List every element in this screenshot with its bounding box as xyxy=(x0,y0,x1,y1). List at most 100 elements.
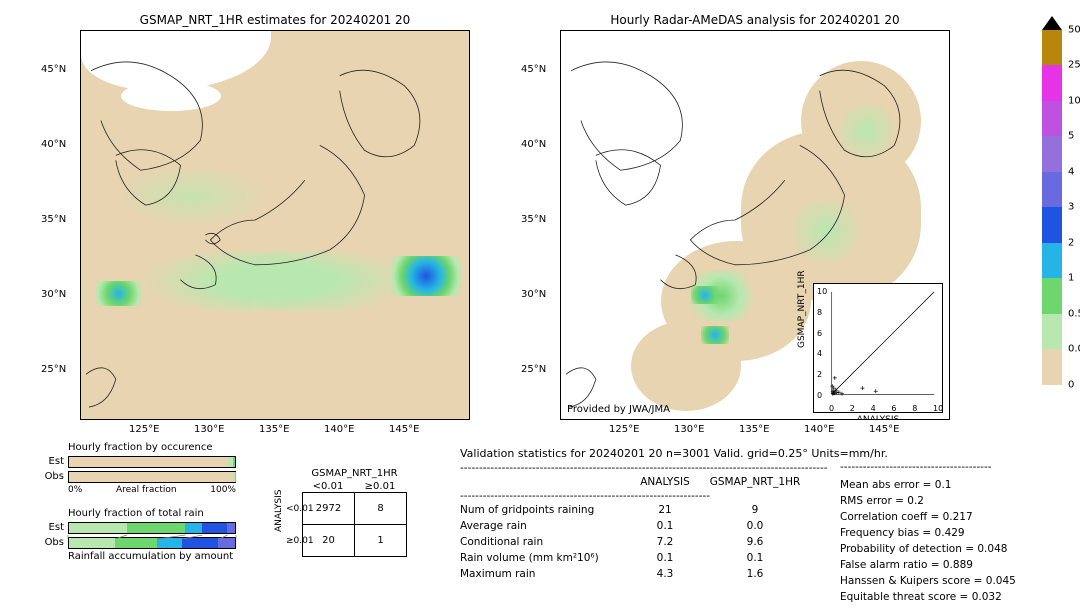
score-value: 0.048 xyxy=(974,543,1007,555)
score-value: 0.045 xyxy=(982,575,1015,587)
inset-tick: 0 xyxy=(817,391,822,400)
score-row: RMS error = 0.2 xyxy=(840,493,1016,509)
contingency-table: GSMAP_NRT_1HR <0.01 ≥0.01 ANALYSIS <0.01… xyxy=(272,468,407,557)
stat-value: 9 xyxy=(700,504,810,516)
bar-segment xyxy=(182,538,219,548)
xtick-label: 145°E xyxy=(389,424,419,435)
stat-name: Maximum rain xyxy=(460,568,630,580)
bar-segment xyxy=(69,472,233,482)
stat-name: Average rain xyxy=(460,520,630,532)
stat-name: Rain volume (mm km²10⁶) xyxy=(460,552,630,564)
inset-tick: 2 xyxy=(850,404,855,413)
axis-label: Areal fraction xyxy=(116,485,177,495)
ytick-label: 30°N xyxy=(41,289,66,300)
inset-tick: 4 xyxy=(817,349,822,358)
colorbar-tick: 10 xyxy=(1068,95,1080,106)
bar-segment xyxy=(115,538,157,548)
colorbar: 502510543210.50.010 xyxy=(1042,30,1062,420)
colorbar-tick: 3 xyxy=(1068,202,1074,213)
inset-tick: 6 xyxy=(891,404,896,413)
stat-value: 4.3 xyxy=(630,568,700,580)
colorbar-segment xyxy=(1042,385,1062,420)
ct-cell: 8 xyxy=(355,493,407,525)
bar-row: Est xyxy=(40,455,250,468)
section-title: Hourly fraction by occurence xyxy=(68,442,250,453)
stats-header: GSMAP_NRT_1HR xyxy=(700,476,810,488)
inset-tick: 0 xyxy=(829,404,834,413)
score-row: Correlation coeff = 0.217 xyxy=(840,509,1016,525)
bar-row: Est xyxy=(40,521,250,534)
colorbar-segment xyxy=(1042,278,1062,313)
bar-segment xyxy=(157,538,182,548)
colorbar-segment xyxy=(1042,349,1062,384)
score-value: 0.2 xyxy=(904,495,924,507)
ytick-label: 35°N xyxy=(521,214,546,225)
ct-cell: 2972 xyxy=(303,493,355,525)
stat-value: 1.6 xyxy=(700,568,810,580)
provided-by-label: Provided by JWA/JMA xyxy=(567,404,670,415)
stat-value: 0.1 xyxy=(700,552,810,564)
hourly-fraction-total: Hourly fraction of total rain EstObs Rai… xyxy=(40,508,250,564)
bar-track xyxy=(68,522,236,534)
xtick-label: 140°E xyxy=(804,424,834,435)
bar-segment xyxy=(218,538,235,548)
bar-track xyxy=(68,471,236,483)
colorbar-segment xyxy=(1042,243,1062,278)
ct-col-header: GSMAP_NRT_1HR xyxy=(302,468,407,479)
axis-tick: 100% xyxy=(210,485,236,495)
stat-name: Num of gridpoints raining xyxy=(460,504,630,516)
ct-row: ≥0.01 xyxy=(286,525,302,557)
score-value: 0.032 xyxy=(968,591,1001,603)
bar-row-label: Obs xyxy=(40,537,68,548)
ytick-label: 40°N xyxy=(521,139,546,150)
stat-value: 9.6 xyxy=(700,536,810,548)
score-row: Mean abs error = 0.1 xyxy=(840,477,1016,493)
inset-scatter: ANALYSIS GSMAP_NRT_1HR 00224466881010 xyxy=(813,283,943,413)
ct-cell: 20 xyxy=(303,525,355,557)
left-map-title: GSMAP_NRT_1HR estimates for 20240201 20 xyxy=(81,13,469,27)
ct-cell: 1 xyxy=(355,525,407,557)
score-name: Hanssen & Kuipers score = xyxy=(840,575,982,587)
ytick-label: 25°N xyxy=(521,364,546,375)
right-map-title: Hourly Radar-AMeDAS analysis for 2024020… xyxy=(561,13,949,27)
score-name: False alarm ratio = xyxy=(840,559,940,571)
xtick-label: 135°E xyxy=(739,424,769,435)
stat-value: 0.1 xyxy=(630,552,700,564)
ct-col: <0.01 xyxy=(302,481,354,492)
xtick-label: 140°E xyxy=(324,424,354,435)
score-name: Probability of detection = xyxy=(840,543,974,555)
bar-segment xyxy=(233,457,235,467)
inset-xlabel: ANALYSIS xyxy=(814,415,942,419)
colorbar-segment xyxy=(1042,65,1062,100)
inset-tick: 10 xyxy=(817,287,827,296)
bar-row-label: Obs xyxy=(40,471,68,482)
right-map: Hourly Radar-AMeDAS analysis for 2024020… xyxy=(560,30,950,420)
ytick-label: 45°N xyxy=(41,64,66,75)
inset-tick: 2 xyxy=(817,370,822,379)
colorbar-segment xyxy=(1042,314,1062,349)
stat-value: 0.0 xyxy=(700,520,810,532)
colorbar-segment xyxy=(1042,101,1062,136)
xtick-label: 130°E xyxy=(194,424,224,435)
score-name: Equitable threat score = xyxy=(840,591,968,603)
score-value: 0.1 xyxy=(931,479,951,491)
score-value: 0.217 xyxy=(939,511,972,523)
axis-tick: 0% xyxy=(68,485,82,495)
ytick-label: 45°N xyxy=(521,64,546,75)
bar-track xyxy=(68,537,236,549)
colorbar-segment xyxy=(1042,30,1062,65)
bar-row-label: Est xyxy=(40,456,68,467)
bar-segment xyxy=(69,523,127,533)
right-map-area: Provided by JWA/JMA ANALYSIS GSMAP_NRT_1… xyxy=(561,31,949,419)
bar-segment xyxy=(69,457,228,467)
section-footer: Rainfall accumulation by amount xyxy=(68,551,250,562)
ct-row-header: ANALYSIS xyxy=(274,518,284,532)
score-row: False alarm ratio = 0.889 xyxy=(840,557,1016,573)
stats-header: ANALYSIS xyxy=(630,476,700,488)
dash-line: ----------------------------------------… xyxy=(460,490,810,502)
inset-ylabel: GSMAP_NRT_1HR xyxy=(797,270,807,348)
score-name: Frequency bias = xyxy=(840,527,931,539)
colorbar-tick: 1 xyxy=(1068,273,1074,284)
colorbar-segment xyxy=(1042,207,1062,242)
stat-value: 7.2 xyxy=(630,536,700,548)
